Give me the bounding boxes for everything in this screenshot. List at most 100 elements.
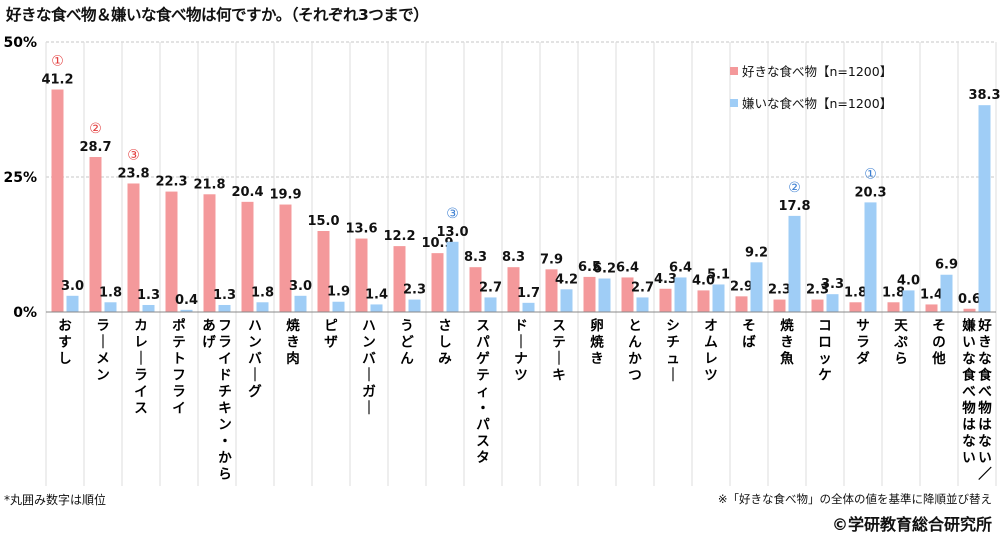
rank-mark: ③ (127, 147, 140, 163)
bar (507, 267, 520, 312)
category-label: コロッケ (818, 318, 832, 384)
bar (697, 290, 710, 312)
data-label: 2.3 (768, 283, 791, 298)
data-label: 6.9 (935, 258, 958, 273)
data-label: 6.2 (593, 262, 616, 277)
category-label: おすし (58, 318, 72, 367)
bar (545, 269, 558, 312)
bar (788, 215, 801, 312)
data-label: 3.0 (61, 279, 84, 294)
data-label: 12.2 (383, 229, 415, 244)
rank-mark: ① (864, 166, 877, 182)
chart-title: 好きな食べ物＆嫌いな食べ物は何ですか。（それぞれ3つまで） (6, 6, 429, 24)
category-label: ポテトフライ (172, 317, 186, 417)
bar (218, 304, 231, 312)
data-label: 10.9 (421, 236, 453, 251)
data-label: 4.0 (692, 273, 715, 288)
data-label: 4.3 (654, 272, 677, 287)
category-label: 卵焼き (590, 317, 604, 367)
bar (811, 299, 824, 312)
bar (370, 304, 383, 312)
data-label: 8.3 (502, 250, 525, 265)
category-label: ハンバ｜グ (248, 318, 262, 400)
bar (104, 302, 117, 312)
bar (142, 304, 155, 312)
bar (446, 241, 459, 312)
bar (773, 299, 786, 312)
rank-mark: ② (89, 121, 102, 137)
bar (621, 277, 634, 312)
bar (750, 262, 763, 312)
category-label: 天ぷら (893, 318, 908, 367)
category-label: スパゲティ・パスタ (476, 318, 490, 466)
bar (560, 289, 573, 312)
bar (887, 302, 900, 312)
bar (431, 253, 444, 312)
data-label: 19.9 (269, 188, 301, 203)
bar (127, 183, 140, 312)
bar (864, 202, 877, 312)
data-label: 2.3 (806, 283, 829, 298)
data-label: 2.3 (403, 283, 426, 298)
rank-mark: ② (788, 180, 801, 196)
category-label: オムレツ (704, 318, 718, 384)
bar (659, 288, 672, 312)
data-label: 1.7 (517, 286, 540, 301)
bar (902, 290, 915, 312)
data-label: 0.6 (958, 292, 981, 307)
bar (484, 297, 497, 312)
rank-mark: ③ (446, 206, 459, 222)
data-label: 2.7 (479, 280, 502, 295)
copyright: ©学研教育総合研究所 (831, 515, 992, 534)
bar (735, 296, 748, 312)
bar (355, 238, 368, 312)
bar (408, 299, 421, 312)
category-label: ピザ (324, 318, 338, 351)
bar (180, 309, 193, 312)
bar (469, 267, 482, 312)
data-label: 2.9 (730, 279, 753, 294)
data-label: 28.7 (79, 140, 111, 155)
data-label: 6.4 (669, 260, 692, 275)
category-label: カレ｜ライス (134, 318, 148, 417)
bar (317, 231, 330, 312)
data-label: 9.2 (745, 245, 768, 260)
bar (51, 89, 64, 313)
bar (256, 302, 269, 312)
category-label: 焼き肉 (286, 317, 300, 367)
data-label: 20.3 (854, 185, 886, 200)
category-label: 好きな食べ物はない／嫌いな食べ物はない (962, 317, 992, 483)
bar (203, 194, 216, 312)
data-label: 7.9 (540, 252, 563, 267)
data-label: 1.9 (327, 285, 350, 300)
data-label: 4.2 (555, 272, 578, 287)
data-label: 1.8 (251, 285, 274, 300)
bar (583, 276, 596, 312)
data-label: 23.8 (117, 166, 149, 181)
category-label: ド｜ナツ (514, 318, 528, 384)
rank-mark: ① (51, 54, 64, 70)
bar (712, 284, 725, 312)
data-label: 22.3 (155, 175, 187, 190)
sort-note: ※「好きな食べ物」の全体の値を基準に降順並び替え (717, 492, 992, 506)
data-label: 13.0 (436, 225, 468, 240)
bar (826, 294, 839, 312)
data-label: 21.8 (193, 177, 225, 192)
category-label: サラダ (856, 318, 870, 367)
y-tick-label: 25% (3, 170, 37, 186)
data-label: 6.4 (616, 260, 639, 275)
data-label: 8.3 (464, 250, 487, 265)
data-label: 13.6 (345, 222, 377, 237)
y-tick-label: 50% (3, 35, 37, 51)
data-label: 1.3 (137, 288, 160, 303)
category-label: ステ｜キ (552, 318, 566, 384)
category-label: 焼き魚 (780, 317, 794, 367)
category-label: ハンバ｜ガ｜ (362, 318, 376, 417)
category-label: さしみ (438, 318, 452, 367)
bar (279, 204, 292, 312)
bar (89, 157, 102, 312)
data-label: 6.5 (578, 260, 601, 275)
y-tick-label: 0% (13, 305, 37, 321)
bar (66, 295, 79, 312)
